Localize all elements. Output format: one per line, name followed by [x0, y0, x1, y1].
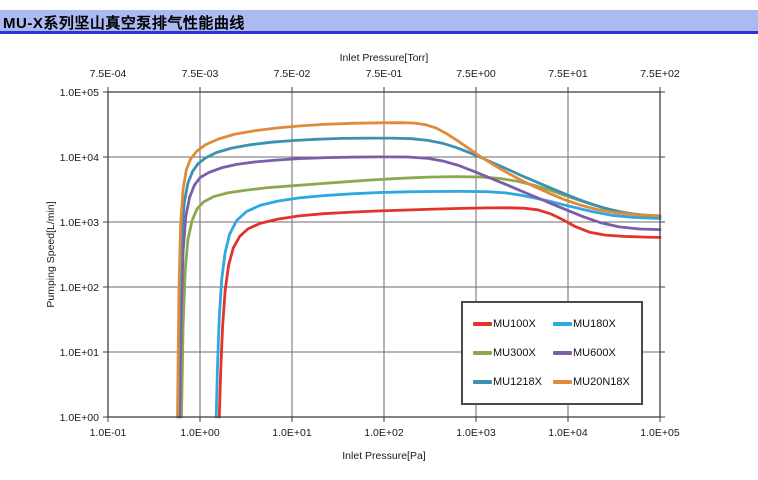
series-line-MU180X — [214, 190, 662, 419]
legend-item-MU180X: MU180X — [553, 314, 633, 334]
y-tick-label: 1.0E+03 — [60, 217, 100, 229]
legend-item-MU600X: MU600X — [553, 343, 633, 363]
y-tick-label: 1.0E+05 — [60, 87, 100, 99]
x-axis-top-title: Inlet Pressure[Torr] — [340, 52, 429, 64]
legend-swatch-MU180X — [553, 321, 572, 326]
x-bottom-tick-label: 1.0E+03 — [456, 427, 496, 439]
plot-frame — [107, 91, 661, 418]
x-bottom-tick-label: 1.0E-01 — [90, 427, 127, 439]
x-bottom-tick-label: 1.0E+01 — [272, 427, 312, 439]
legend-label-MU180X: MU180X — [573, 317, 616, 330]
page-title: MU-X系列坚山真空泵排气性能曲线 — [3, 15, 245, 32]
x-top-tick-label: 7.5E+01 — [548, 68, 588, 80]
legend-label-MU1218X: MU1218X — [493, 376, 542, 389]
legend-item-MU1218X: MU1218X — [473, 372, 553, 392]
legend-swatch-MU1218X — [473, 380, 492, 385]
x-bottom-tick-label: 1.0E+00 — [180, 427, 220, 439]
x-top-tick-label: 7.5E-02 — [274, 68, 311, 80]
series-line-MU600X — [178, 155, 662, 419]
chart-legend: MU100X MU180X MU300X MU600X MU1218X MU20N18X — [461, 301, 643, 405]
legend-item-MU20N18X: MU20N18X — [553, 372, 633, 392]
y-tick-label: 1.0E+00 — [60, 412, 100, 424]
y-axis-title: Pumping Speed[L/min] — [45, 201, 57, 307]
legend-item-MU300X: MU300X — [473, 343, 553, 363]
legend-label-MU600X: MU600X — [573, 346, 616, 359]
series-line-MU1218X — [176, 136, 662, 419]
x-top-tick-label: 7.5E-04 — [90, 68, 127, 80]
legend-label-MU100X: MU100X — [493, 317, 536, 330]
series-line-MU20N18X — [176, 121, 662, 419]
legend-swatch-MU600X — [553, 350, 572, 355]
x-bottom-tick-label: 1.0E+04 — [548, 427, 588, 439]
legend-label-MU20N18X: MU20N18X — [573, 376, 630, 389]
x-bottom-tick-label: 1.0E+02 — [364, 427, 404, 439]
legend-item-MU100X: MU100X — [473, 314, 553, 334]
page-title-bar: MU-X系列坚山真空泵排气性能曲线 — [0, 10, 758, 34]
y-tick-label: 1.0E+01 — [60, 347, 100, 359]
legend-label-MU300X: MU300X — [493, 346, 536, 359]
legend-swatch-MU300X — [473, 350, 492, 355]
legend-swatch-MU100X — [473, 321, 492, 326]
legend-swatch-MU20N18X — [553, 380, 572, 385]
x-top-tick-label: 7.5E-03 — [182, 68, 219, 80]
series-line-MU100X — [217, 206, 662, 419]
x-top-tick-label: 7.5E+02 — [640, 68, 680, 80]
y-tick-label: 1.0E+04 — [60, 152, 100, 164]
x-top-tick-label: 7.5E-01 — [366, 68, 403, 80]
x-bottom-tick-label: 1.0E+05 — [640, 427, 680, 439]
x-top-tick-label: 7.5E+00 — [456, 68, 496, 80]
y-tick-label: 1.0E+02 — [60, 282, 100, 294]
x-axis-bottom-title: Inlet Pressure[Pa] — [342, 450, 426, 462]
